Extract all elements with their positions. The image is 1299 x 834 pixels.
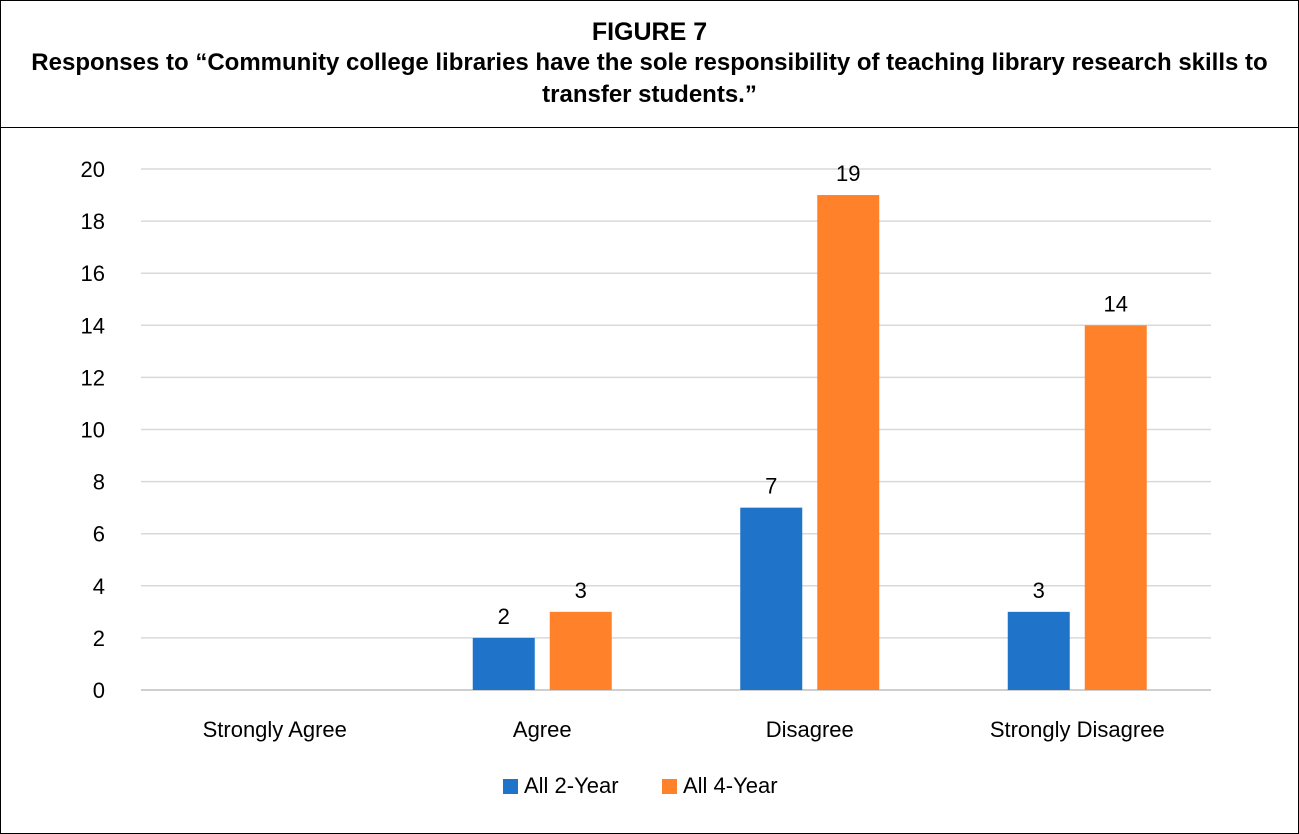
- legend-swatch: [662, 779, 677, 794]
- bar: [472, 637, 535, 690]
- data-label: 7: [765, 474, 777, 499]
- data-label: 14: [1104, 291, 1128, 316]
- legend-label: All 2-Year: [524, 773, 619, 798]
- y-tick-label: 6: [93, 522, 105, 547]
- y-tick-label: 0: [93, 678, 105, 703]
- y-tick-label: 4: [93, 574, 105, 599]
- bar-chart: 0 2 4 6 8 10 12 14 16 18 20 Strongly Agree 2 3 Agree 7 1…: [81, 157, 1211, 798]
- y-tick-label: 20: [81, 157, 105, 182]
- y-tick-label: 2: [93, 626, 105, 651]
- y-tick-label: 16: [81, 261, 105, 286]
- y-tick-label: 8: [93, 470, 105, 495]
- x-tick-label: Disagree: [766, 717, 854, 742]
- y-tick-label: 18: [81, 209, 105, 234]
- data-label: 19: [836, 161, 860, 186]
- legend-swatch: [503, 779, 518, 794]
- y-tick-label: 12: [81, 365, 105, 390]
- x-tick-label: Strongly Disagree: [990, 717, 1165, 742]
- bar: [1084, 325, 1147, 690]
- figure-title: Responses to “Community college librarie…: [31, 49, 1268, 108]
- x-tick-label: Strongly Agree: [203, 717, 347, 742]
- y-tick-label: 10: [81, 418, 105, 443]
- bar: [817, 195, 880, 691]
- legend-label: All 4-Year: [683, 773, 778, 798]
- figure-label: FIGURE 7: [591, 18, 708, 46]
- x-tick-label: Agree: [513, 717, 572, 742]
- bar: [549, 611, 612, 690]
- y-tick-label: 14: [81, 313, 105, 338]
- data-label: 2: [498, 604, 510, 629]
- bar: [740, 507, 803, 690]
- figure-header: FIGURE 7 Responses to “Community college…: [1, 1, 1298, 128]
- data-label: 3: [575, 578, 587, 603]
- bar: [1007, 611, 1070, 690]
- data-label: 3: [1033, 578, 1045, 603]
